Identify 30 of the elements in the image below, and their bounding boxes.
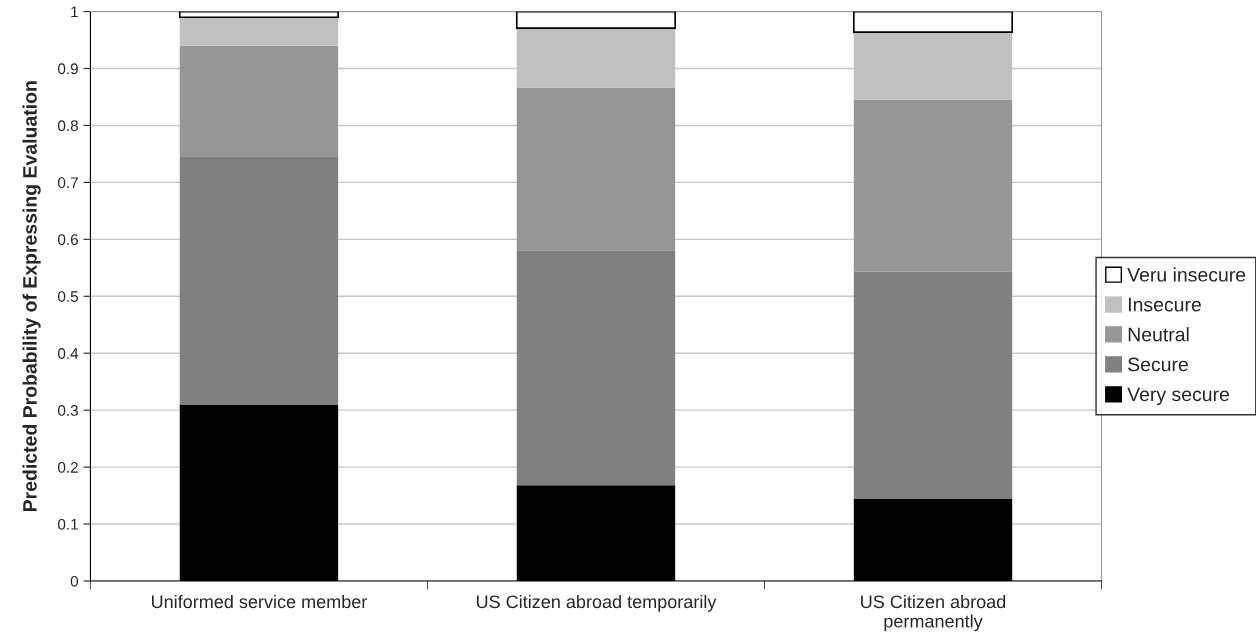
bar [853,271,1013,499]
bar [179,45,339,157]
y-tick-label: 0.9 [57,63,78,75]
bar [179,17,339,46]
bar [852,11,1014,33]
bar [516,250,676,486]
y-tick-label: 0.4 [57,348,79,359]
y-tick-label: 0.7 [57,177,78,189]
legend-label: Veru insecure [1127,267,1246,282]
x-tick-label: US Citizen abroad permanently [861,594,1006,632]
legend-label: Secure [1128,357,1188,372]
legend-label: Neutral [1128,327,1189,342]
bar [515,11,677,29]
y-tick-label: 0.2 [57,461,78,473]
y-axis-title: Predicted Probability of Expressing Evaluation [22,81,41,512]
legend-label: Very secure [1127,387,1229,406]
y-tick-label: 0.8 [57,120,78,132]
bar [179,156,339,406]
y-tick-label: 0 [70,575,79,587]
y-tick-label: 0.1 [57,518,78,530]
y-tick-label: 0.5 [57,291,78,302]
y-tick-label: 0.3 [57,405,78,416]
x-tick-label: Uniformed service member [151,594,368,609]
legend-label: Insecure [1128,297,1201,312]
y-tick-label: 1 [71,6,78,18]
bar [516,87,676,251]
bar [853,99,1013,272]
x-tick-label: US Citizen abroad temporarily [476,594,717,612]
bar [178,11,339,19]
y-tick-label: 0.6 [57,234,78,246]
